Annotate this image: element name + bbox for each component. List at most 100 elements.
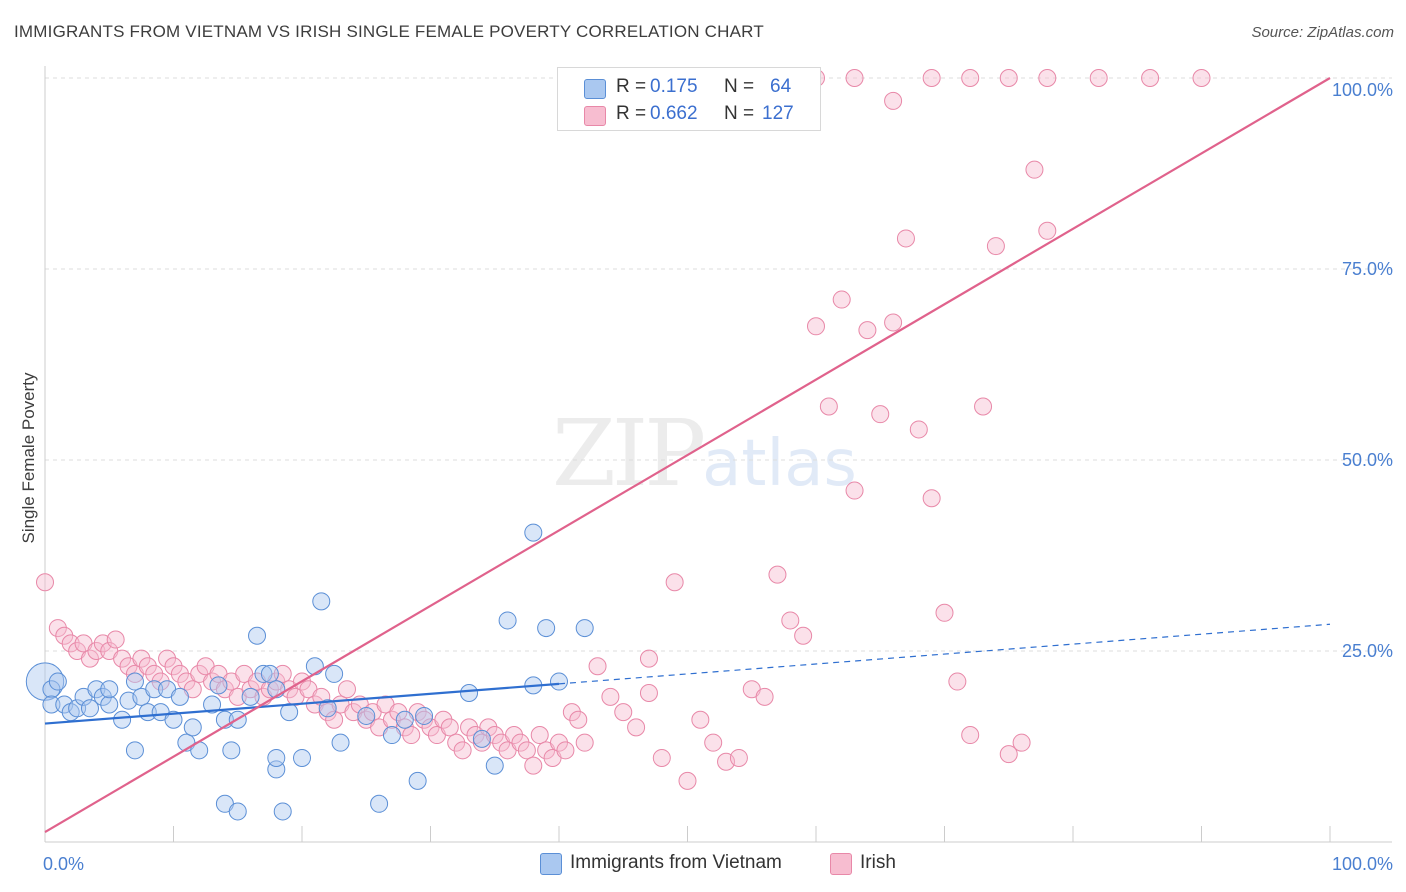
irish-point bbox=[260, 680, 279, 699]
irish-point bbox=[325, 710, 344, 729]
irish-point bbox=[948, 672, 967, 691]
irish-points bbox=[36, 69, 1211, 790]
chart-source: Source: ZipAtlas.com bbox=[1251, 24, 1394, 41]
vietnam-point bbox=[170, 687, 189, 706]
vietnam-point bbox=[293, 748, 311, 767]
irish-point bbox=[170, 664, 189, 683]
irish-point bbox=[556, 741, 575, 760]
irish-point bbox=[36, 573, 54, 592]
irish-point bbox=[48, 619, 67, 638]
vietnam-point bbox=[42, 695, 61, 714]
vietnam-point bbox=[408, 771, 427, 790]
irish-point bbox=[562, 703, 581, 722]
vietnam-point bbox=[228, 802, 247, 821]
legend-swatch-pink bbox=[584, 106, 606, 126]
vietnam-point bbox=[248, 626, 267, 645]
vietnam-point bbox=[325, 664, 344, 683]
vietnam-point bbox=[164, 710, 183, 729]
vietnam-point bbox=[125, 741, 144, 760]
irish-point bbox=[807, 317, 825, 336]
irish-point bbox=[845, 69, 864, 87]
irish-point bbox=[55, 626, 74, 645]
irish-point bbox=[999, 745, 1018, 764]
y-tick-label: 50.0% bbox=[1342, 450, 1393, 470]
irish-point bbox=[337, 680, 356, 699]
irish-point bbox=[1025, 160, 1044, 179]
series-label: Irish bbox=[860, 852, 896, 873]
irish-point bbox=[479, 718, 498, 737]
series-label: Immigrants from Vietnam bbox=[570, 852, 782, 873]
vietnam-point bbox=[87, 680, 106, 699]
legend-r-value: 0.662 bbox=[650, 103, 698, 124]
irish-point bbox=[691, 710, 710, 729]
irish-point bbox=[1038, 221, 1057, 240]
irish-point bbox=[460, 718, 479, 737]
irish-point bbox=[961, 69, 980, 87]
vietnam-point bbox=[42, 680, 61, 699]
irish-point bbox=[158, 649, 177, 668]
vietnam-point bbox=[222, 741, 241, 760]
irish-point bbox=[569, 710, 588, 729]
irish-point bbox=[80, 649, 99, 668]
vietnam-point bbox=[209, 676, 228, 695]
vietnam-point bbox=[537, 619, 556, 638]
series-legend: Immigrants from Vietnam Irish bbox=[0, 852, 1406, 878]
legend-n-label: N = bbox=[724, 103, 755, 124]
axes bbox=[44, 66, 1392, 843]
irish-point bbox=[704, 733, 723, 752]
vietnam-point bbox=[331, 733, 350, 752]
irish-trend-line bbox=[44, 77, 1331, 834]
irish-point bbox=[1012, 733, 1031, 752]
irish-point bbox=[575, 733, 594, 752]
irish-point bbox=[639, 684, 658, 703]
legend-r-value: 0.175 bbox=[650, 76, 698, 97]
irish-point bbox=[550, 733, 568, 752]
vietnam-point bbox=[472, 729, 491, 748]
vietnam-point bbox=[415, 706, 434, 725]
irish-point bbox=[402, 726, 421, 745]
irish-point bbox=[132, 649, 151, 668]
irish-point bbox=[845, 481, 864, 500]
irish-point bbox=[164, 657, 183, 676]
irish-point bbox=[678, 771, 697, 790]
vietnam-point bbox=[485, 756, 504, 775]
vietnam-point bbox=[305, 657, 324, 676]
y-tick-label: 75.0% bbox=[1342, 259, 1393, 279]
irish-point bbox=[858, 321, 877, 340]
irish-point bbox=[453, 741, 472, 760]
irish-point bbox=[273, 664, 292, 683]
irish-point bbox=[974, 397, 993, 416]
legend-n-label: N = bbox=[724, 76, 755, 97]
irish-point bbox=[794, 626, 813, 645]
vietnam-point bbox=[260, 664, 279, 683]
legend-r-label: R = bbox=[616, 76, 647, 97]
irish-point bbox=[517, 741, 536, 760]
legend-n-value: 64 bbox=[770, 76, 792, 97]
x-tick-label: 0.0% bbox=[43, 854, 84, 874]
irish-point bbox=[639, 649, 658, 668]
irish-point bbox=[768, 565, 787, 584]
vietnam-point bbox=[395, 710, 414, 729]
vietnam-point bbox=[241, 687, 260, 706]
irish-point bbox=[415, 710, 434, 729]
irish-point bbox=[755, 687, 774, 706]
y-tick-label: 25.0% bbox=[1342, 641, 1393, 661]
vietnam-point bbox=[93, 687, 112, 706]
irish-point bbox=[524, 756, 543, 775]
vietnam-point bbox=[382, 726, 401, 745]
irish-point bbox=[665, 573, 684, 592]
vietnam-point bbox=[524, 523, 543, 542]
irish-point bbox=[922, 489, 941, 508]
vietnam-trend-extension bbox=[558, 623, 1331, 685]
irish-point bbox=[832, 290, 851, 309]
irish-point bbox=[961, 726, 980, 745]
irish-point bbox=[151, 672, 170, 691]
irish-point bbox=[781, 611, 800, 630]
correlation-legend: R = 0.175 N = 64 R = 0.662 N = 127 bbox=[557, 67, 821, 131]
irish-point bbox=[87, 642, 106, 660]
irish-point bbox=[138, 657, 157, 676]
irish-point bbox=[896, 229, 915, 248]
vietnam-point bbox=[68, 699, 87, 718]
series-swatch-pink bbox=[830, 853, 852, 875]
vietnam-point bbox=[183, 718, 202, 737]
